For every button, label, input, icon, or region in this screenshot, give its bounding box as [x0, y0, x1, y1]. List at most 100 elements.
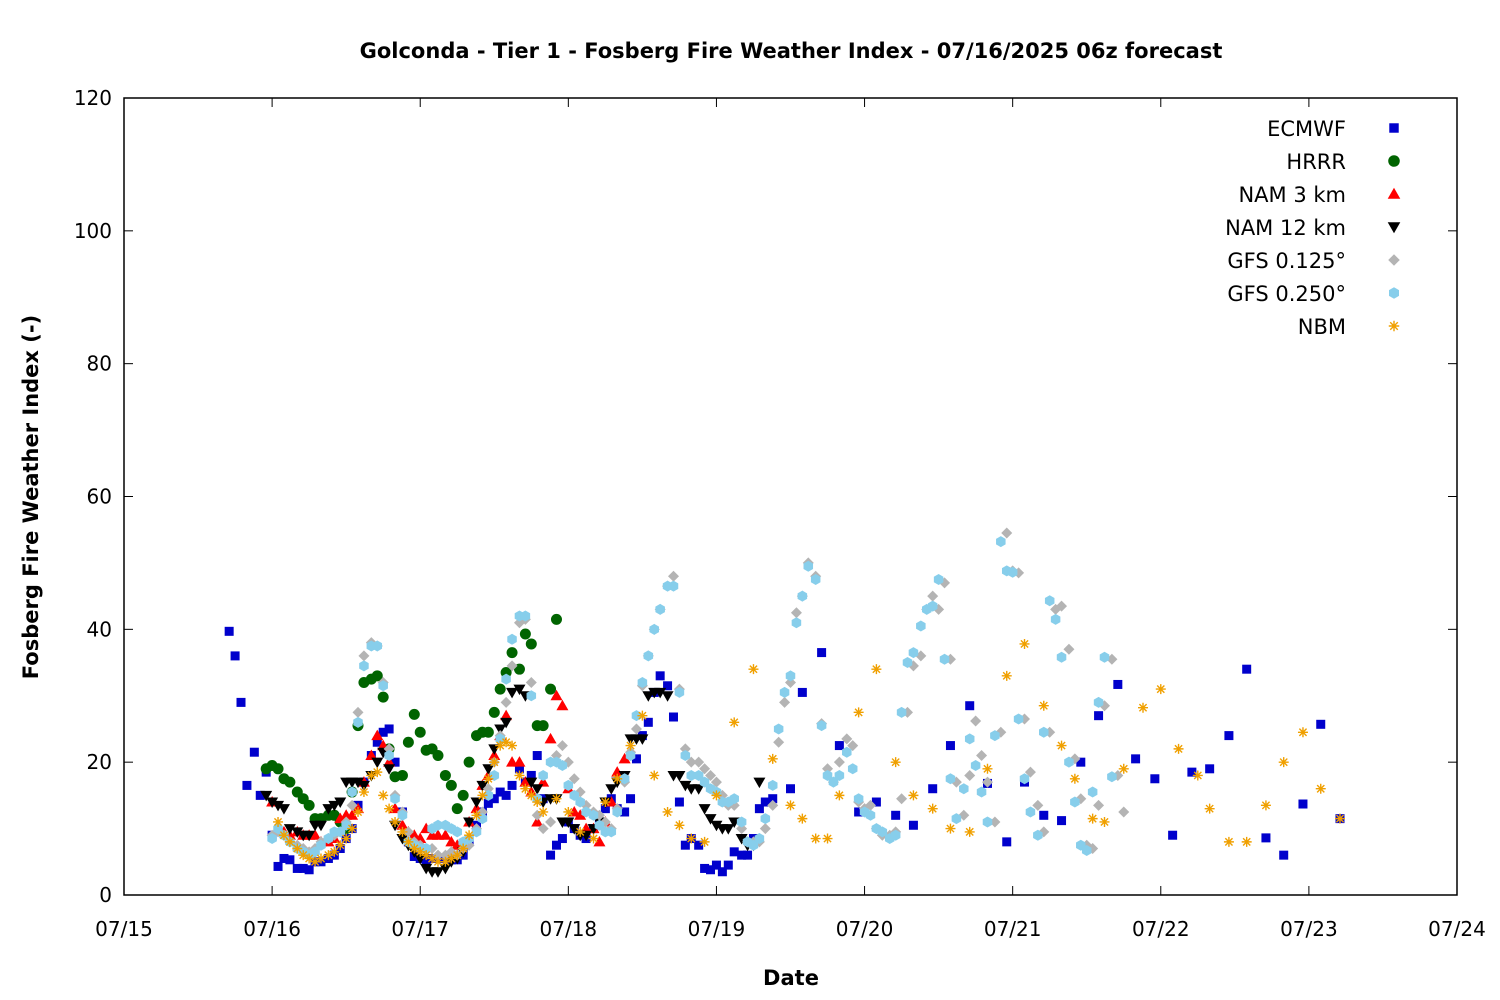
- data-point: [477, 790, 488, 801]
- data-point: [759, 823, 771, 835]
- data-point: [279, 853, 289, 863]
- data-point: [537, 823, 549, 835]
- data-point: [890, 757, 901, 768]
- data-point: [760, 813, 771, 825]
- data-point: [432, 750, 444, 762]
- series-layer: [224, 527, 1345, 878]
- data-point: [378, 790, 389, 801]
- data-point: [550, 613, 562, 625]
- data-point: [1039, 726, 1049, 738]
- data-point: [736, 816, 747, 828]
- data-point: [655, 671, 665, 681]
- x-tick-label: 07/22: [1132, 917, 1190, 941]
- data-point: [674, 797, 684, 807]
- data-point: [1094, 711, 1104, 721]
- data-point: [767, 753, 778, 764]
- data-point: [674, 686, 685, 698]
- legend-marker: [1389, 287, 1399, 299]
- data-point: [1001, 527, 1013, 539]
- data-point: [625, 750, 636, 762]
- data-point: [353, 716, 363, 728]
- data-point: [431, 867, 444, 878]
- data-point: [249, 747, 259, 757]
- data-point: [371, 729, 384, 741]
- data-point: [291, 827, 304, 838]
- data-point: [1279, 850, 1289, 860]
- plot-frame: [123, 97, 1458, 896]
- data-point: [471, 826, 482, 838]
- data-point: [649, 770, 660, 781]
- data-point: [575, 826, 586, 837]
- data-point: [779, 686, 790, 698]
- data-point: [864, 799, 876, 811]
- data-point: [427, 853, 438, 864]
- data-point: [965, 701, 975, 711]
- data-point: [390, 757, 400, 767]
- data-point: [928, 784, 938, 794]
- data-point: [754, 833, 765, 845]
- data-point: [358, 787, 369, 798]
- legend-label: HRRR: [1286, 150, 1346, 174]
- data-point: [717, 867, 727, 877]
- data-point: [309, 829, 322, 840]
- data-point: [452, 850, 463, 861]
- data-point: [964, 826, 975, 837]
- data-point: [384, 750, 394, 762]
- data-point: [655, 603, 665, 615]
- data-point: [817, 648, 827, 658]
- data-point: [1205, 764, 1215, 774]
- data-point: [255, 790, 265, 800]
- data-point: [266, 797, 279, 809]
- data-point: [470, 797, 483, 809]
- data-point: [580, 830, 593, 842]
- data-point: [945, 773, 956, 785]
- data-point: [372, 640, 383, 652]
- data-point: [902, 657, 913, 669]
- data-point: [230, 651, 240, 661]
- data-point: [545, 683, 557, 695]
- data-point: [526, 690, 537, 702]
- data-point: [568, 824, 581, 835]
- data-point: [816, 720, 827, 732]
- data-point: [501, 737, 512, 748]
- data-point: [310, 856, 321, 867]
- data-point: [693, 769, 704, 781]
- data-point: [945, 823, 956, 834]
- data-point: [833, 756, 845, 768]
- data-point: [959, 783, 969, 795]
- data-point: [1056, 651, 1067, 663]
- data-point: [797, 687, 807, 697]
- data-point: [347, 786, 357, 798]
- data-point: [779, 696, 791, 708]
- data-point: [735, 834, 748, 845]
- data-point: [964, 769, 976, 781]
- data-point: [1173, 743, 1184, 754]
- data-point: [1001, 670, 1012, 681]
- data-point: [692, 784, 705, 795]
- data-point: [495, 787, 505, 797]
- data-point: [970, 715, 982, 727]
- data-point: [1113, 679, 1123, 689]
- y-tick-label: 80: [87, 352, 112, 376]
- data-point: [685, 756, 697, 768]
- data-point: [619, 773, 630, 785]
- data-point: [637, 676, 648, 688]
- data-point: [699, 763, 711, 775]
- data-point: [310, 846, 320, 858]
- data-point: [563, 779, 574, 791]
- data-point: [1024, 766, 1036, 778]
- axis-ticks: 0 20 40 60 80 100 120 07/15 07/16 07/17 07/18 07/19…: [74, 86, 1486, 941]
- x-tick-label: 07/20: [836, 917, 894, 941]
- data-point: [507, 740, 518, 751]
- data-point: [439, 769, 451, 781]
- data-point: [1057, 816, 1067, 826]
- y-tick-label: 100: [74, 219, 112, 243]
- data-point: [507, 780, 517, 790]
- y-axis-label: Fosberg Fire Weather Index (-): [19, 315, 43, 679]
- data-point: [544, 732, 557, 744]
- data-point: [1223, 836, 1234, 847]
- data-point: [568, 805, 581, 817]
- data-point: [1155, 684, 1166, 695]
- data-point: [828, 776, 839, 788]
- data-point: [357, 780, 370, 792]
